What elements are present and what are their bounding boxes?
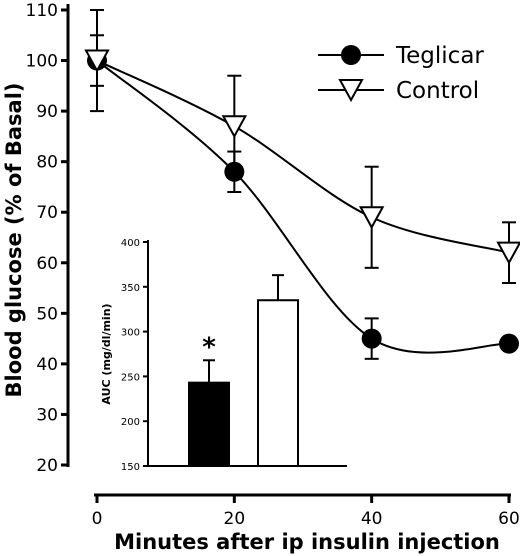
y-tick-label: 40 — [36, 355, 58, 375]
inset-y-tick-label: 200 — [121, 417, 140, 428]
inset-background — [148, 242, 347, 466]
legend-marker-control — [338, 79, 364, 103]
inset-y-axis-title: AUC (mg/dl/min) — [100, 303, 113, 404]
legend-label-control: Control — [396, 78, 479, 104]
inset-bar-teglicar — [188, 381, 230, 467]
inset-bar-control — [257, 299, 299, 467]
y-tick-label: 70 — [36, 203, 58, 223]
inset-y-tick-label: 400 — [121, 238, 140, 249]
legend-label-teglicar: Teglicar — [395, 43, 484, 69]
teglicar-line — [96, 59, 510, 354]
legend-marker-teglicar — [341, 45, 361, 65]
x-tick-label: 60 — [498, 509, 520, 529]
y-tick-label: 110 — [26, 1, 58, 21]
control-point — [84, 49, 110, 73]
control-point — [496, 241, 520, 265]
teglicar-point — [499, 333, 519, 354]
significance-asterisk: * — [202, 332, 216, 362]
y-tick-label: 30 — [36, 405, 58, 425]
y-tick-label: 50 — [36, 304, 58, 324]
y-tick-label: 100 — [26, 52, 58, 72]
control-point — [221, 115, 248, 139]
x-axis-title: Minutes after ip insulin injection — [114, 530, 500, 554]
control-point — [358, 206, 385, 230]
x-tick-label: 40 — [361, 509, 383, 529]
y-axis-title: Blood glucose (% of Basal) — [2, 83, 26, 398]
x-tick-label: 20 — [224, 509, 246, 529]
control-line — [96, 59, 510, 254]
y-tick-label: 20 — [36, 456, 58, 476]
inset-y-tick-label: 350 — [121, 283, 140, 294]
y-tick-label: 60 — [36, 254, 58, 274]
inset-y-tick-label: 300 — [121, 328, 140, 339]
teglicar-point — [361, 328, 382, 349]
y-tick-label: 90 — [36, 102, 58, 122]
x-tick-label: 0 — [92, 509, 103, 529]
y-tick-label: 80 — [36, 153, 58, 173]
inset-y-tick-label: 150 — [121, 462, 140, 473]
teglicar-point — [224, 161, 245, 182]
inset-y-tick-label: 250 — [121, 372, 140, 383]
